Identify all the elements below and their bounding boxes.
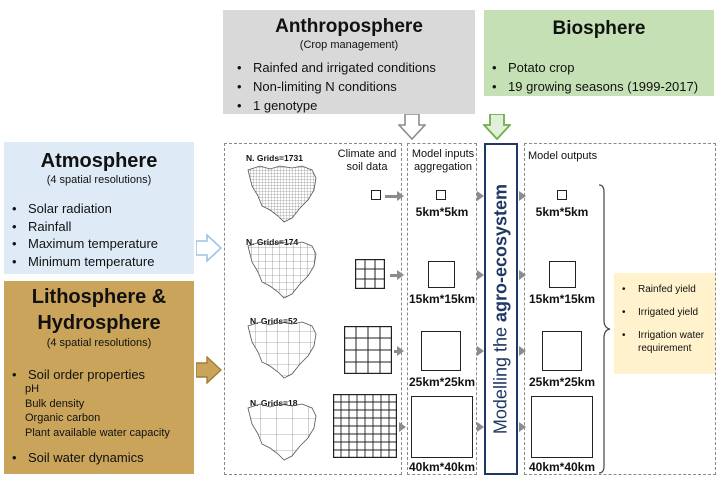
connector-arrow (390, 270, 404, 280)
output-square-25km (542, 331, 582, 371)
lithosphere-subtitle: (4 spatial resolutions) (46, 337, 152, 349)
atmosphere-title: Atmosphere (40, 150, 158, 172)
lithosphere-title-line1: Lithosphere & (31, 286, 167, 308)
modelling-label-prefix: Modelling the (490, 322, 511, 435)
anthroposphere-title: Anthroposphere (275, 16, 423, 37)
connector-arrow (519, 346, 526, 356)
atmosphere-list: Solar radiation Rainfall Maximum tempera… (10, 200, 158, 270)
modelling-label-emphasis: agro-ecosystem (490, 183, 511, 322)
soil-water-list: Soil water dynamics (10, 449, 144, 466)
connector-arrow (519, 191, 526, 201)
tasmania-map-174 (247, 241, 317, 299)
list-item: Irrigated yield (620, 306, 714, 319)
climate-soil-header: Climate and soil data (337, 148, 397, 173)
soil-property: Plant available water capacity (25, 426, 170, 439)
soil-property: Bulk density (25, 397, 85, 410)
lithosphere-box: Lithosphere & Hydrosphere (4 spatial res… (4, 281, 194, 474)
atmosphere-subtitle: (4 spatial resolutions) (46, 174, 152, 186)
list-item: Potato crop (490, 58, 698, 77)
model-outputs-header: Model outputs (528, 150, 598, 162)
input-square-5km (436, 190, 446, 200)
list-item: Rainfed yield (620, 283, 714, 296)
connector-arrow (399, 422, 406, 432)
connector-arrow (519, 422, 526, 432)
grid-count-label: N. Grids=52 (250, 316, 298, 326)
list-item: Rainfed and irrigated conditions (235, 58, 436, 77)
yields-list: Rainfed yield Irrigated yield Irrigation… (620, 283, 714, 355)
output-square-40km (531, 396, 593, 458)
anthroposphere-list: Rainfed and irrigated conditions Non-lim… (235, 58, 436, 115)
connector-arrow (477, 270, 484, 280)
list-item: Minimum temperature (10, 253, 158, 271)
connector-arrow (477, 191, 484, 201)
list-item: Non-limiting N conditions (235, 77, 436, 96)
model-inputs-panel (407, 143, 477, 475)
output-resolution-label: 5km*5km (535, 205, 589, 219)
input-resolution-label: 25km*25km (408, 375, 476, 389)
list-item: 19 growing seasons (1999-2017) (490, 77, 698, 96)
input-square-15km (428, 261, 455, 288)
biosphere-list: Potato crop 19 growing seasons (1999-201… (490, 58, 698, 96)
list-item: Irrigation water requirement (620, 329, 714, 355)
modelling-box (484, 143, 518, 475)
grid-square-15km (355, 259, 385, 289)
climate-soil-panel (224, 143, 402, 475)
connector-arrow (385, 191, 404, 201)
soil-property: pH (25, 383, 40, 395)
input-resolution-label: 40km*40km (408, 460, 476, 474)
list-item: Rainfall (10, 218, 158, 236)
output-resolution-label: 15km*15km (528, 292, 596, 306)
lithosphere-title-line2: Hydrosphere (37, 312, 161, 334)
anthroposphere-subtitle: (Crop management) (299, 39, 399, 51)
tasmania-map-18 (247, 403, 317, 461)
input-square-25km (421, 331, 461, 371)
list-item: 1 genotype (235, 96, 436, 115)
list-item: Maximum temperature (10, 235, 158, 253)
connector-arrow (519, 270, 526, 280)
biosphere-box: Biosphere Potato crop 19 growing seasons… (484, 10, 714, 96)
grid-count-label: N. Grids=174 (246, 237, 299, 247)
connector-arrow (394, 346, 404, 356)
soil-property: Organic carbon (25, 412, 101, 424)
output-resolution-label: 40km*40km (528, 460, 596, 474)
input-resolution-label: 5km*5km (415, 205, 469, 219)
connector-arrow (477, 346, 484, 356)
grid-count-label: N. Grids=18 (250, 398, 298, 408)
atmosphere-box: Atmosphere (4 spatial resolutions) Solar… (4, 142, 194, 274)
model-inputs-header: Model inputs aggregation (411, 148, 475, 173)
biosphere-title: Biosphere (552, 18, 646, 39)
tasmania-map-1731 (247, 165, 317, 223)
input-resolution-label: 15km*15km (408, 292, 476, 306)
input-square-40km (411, 396, 473, 458)
grid-square-40km (333, 394, 397, 458)
right-arrow-gold-icon (196, 356, 222, 384)
right-arrow-blue-icon (196, 234, 222, 262)
down-arrow-grey-icon (398, 114, 426, 140)
output-brace-icon (598, 184, 611, 474)
output-resolution-label: 25km*25km (528, 375, 596, 389)
output-square-15km (549, 261, 576, 288)
list-item: Soil order properties (10, 366, 145, 383)
soil-properties: pH Bulk density Organic carbon Plant ava… (25, 382, 170, 440)
down-arrow-green-icon (483, 114, 511, 140)
grid-count-label: N. Grids=1731 (246, 153, 303, 163)
grid-square-5km (371, 190, 381, 200)
soil-order-list: Soil order properties (10, 366, 145, 383)
list-item: Soil water dynamics (10, 449, 144, 466)
grid-square-25km (344, 326, 392, 374)
connector-arrow (477, 422, 484, 432)
tasmania-map-52 (247, 321, 317, 379)
modelling-label: Modelling the agro-ecosystem (491, 149, 512, 469)
model-outputs-panel (524, 143, 716, 475)
output-square-5km (557, 190, 567, 200)
list-item: Solar radiation (10, 200, 158, 218)
anthroposphere-box: Anthroposphere (Crop management) Rainfed… (223, 10, 475, 115)
